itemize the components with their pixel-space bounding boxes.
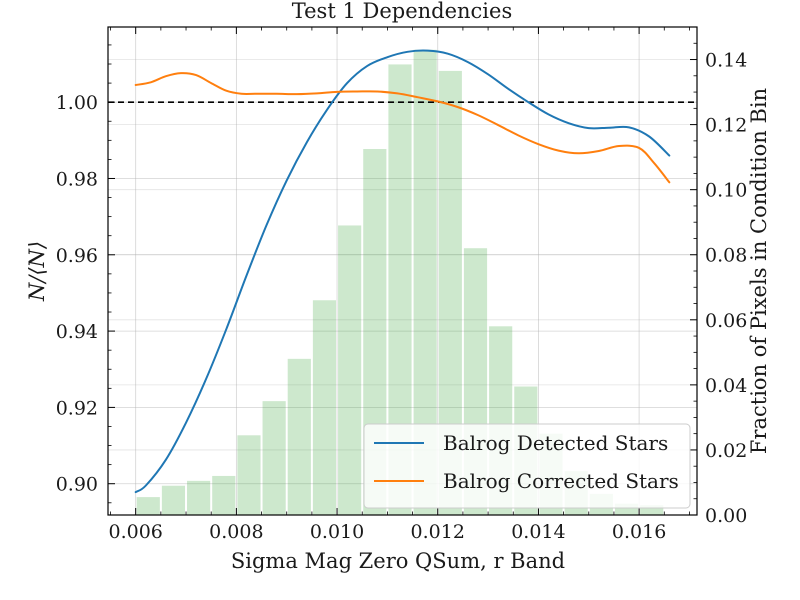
- grid: [108, 27, 697, 516]
- series-lines: [134, 49, 671, 494]
- histogram-bar-19: [614, 503, 639, 515]
- y-tick-label-0: 0.90: [56, 474, 98, 496]
- x-tick-label-4: 0.014: [511, 521, 565, 543]
- y-tick-label-3: 0.96: [56, 245, 98, 267]
- y-axis-label: N/⟨N⟩: [25, 241, 49, 302]
- y2-axis-label: Fraction of Pixels in Condition Bin: [747, 88, 771, 454]
- axis-tick-labels: 0.006 0.008 0.010 0.012 0.014 0.016 0.90 0.92 0.…: [56, 50, 748, 543]
- histogram-bar-5: [262, 401, 286, 515]
- legend-label-corrected: Balrog Corrected Stars: [443, 469, 679, 493]
- x-tick-label-2: 0.010: [310, 521, 364, 543]
- y2-tick-label-0: 0.00: [705, 505, 747, 527]
- y2-tick-label-4: 0.08: [705, 245, 747, 267]
- y-tick-label-2: 0.94: [56, 321, 98, 343]
- histogram-bar-6: [287, 358, 311, 515]
- histogram-bar-2: [187, 480, 211, 515]
- histogram-bar-0: [136, 497, 160, 515]
- histogram-bar-10: [388, 64, 412, 515]
- legend: Balrog Detected Stars Balrog Corrected S…: [363, 423, 691, 509]
- x-tick-label-5: 0.016: [612, 521, 666, 543]
- histogram-bar-3: [212, 475, 236, 515]
- x-tick-label-0: 0.006: [108, 521, 162, 543]
- y2-tick-label-5: 0.10: [705, 180, 747, 202]
- histogram-bar-8: [338, 225, 362, 515]
- y2-tick-label-6: 0.12: [705, 115, 747, 137]
- y2-tick-label-7: 0.14: [705, 50, 747, 72]
- histogram-bar-7: [312, 300, 337, 515]
- legend-label-detected: Balrog Detected Stars: [443, 431, 668, 455]
- y2-tick-label-1: 0.02: [705, 440, 747, 462]
- histogram-bar-4: [237, 435, 261, 515]
- x-tick-label-3: 0.012: [411, 521, 465, 543]
- y2-tick-label-2: 0.04: [705, 375, 747, 397]
- histogram-bar-20: [640, 505, 664, 515]
- chart-title: Test 1 Dependencies: [292, 0, 512, 23]
- x-axis-label: Sigma Mag Zero QSum, r Band: [231, 549, 565, 573]
- y-tick-label-5: 1.00: [56, 92, 98, 114]
- legend-box: [363, 423, 691, 509]
- y2-tick-label-3: 0.06: [705, 310, 747, 332]
- series-line-1: [134, 72, 671, 184]
- histogram-bar-12: [438, 70, 462, 516]
- y-tick-label-4: 0.98: [56, 168, 98, 190]
- y-tick-label-1: 0.92: [56, 397, 98, 419]
- series-line-0: [134, 49, 671, 494]
- x-tick-label-1: 0.008: [209, 521, 263, 543]
- histogram-bar-1: [161, 485, 186, 515]
- axis-ticks: [108, 27, 697, 516]
- histogram-bar-11: [413, 49, 437, 515]
